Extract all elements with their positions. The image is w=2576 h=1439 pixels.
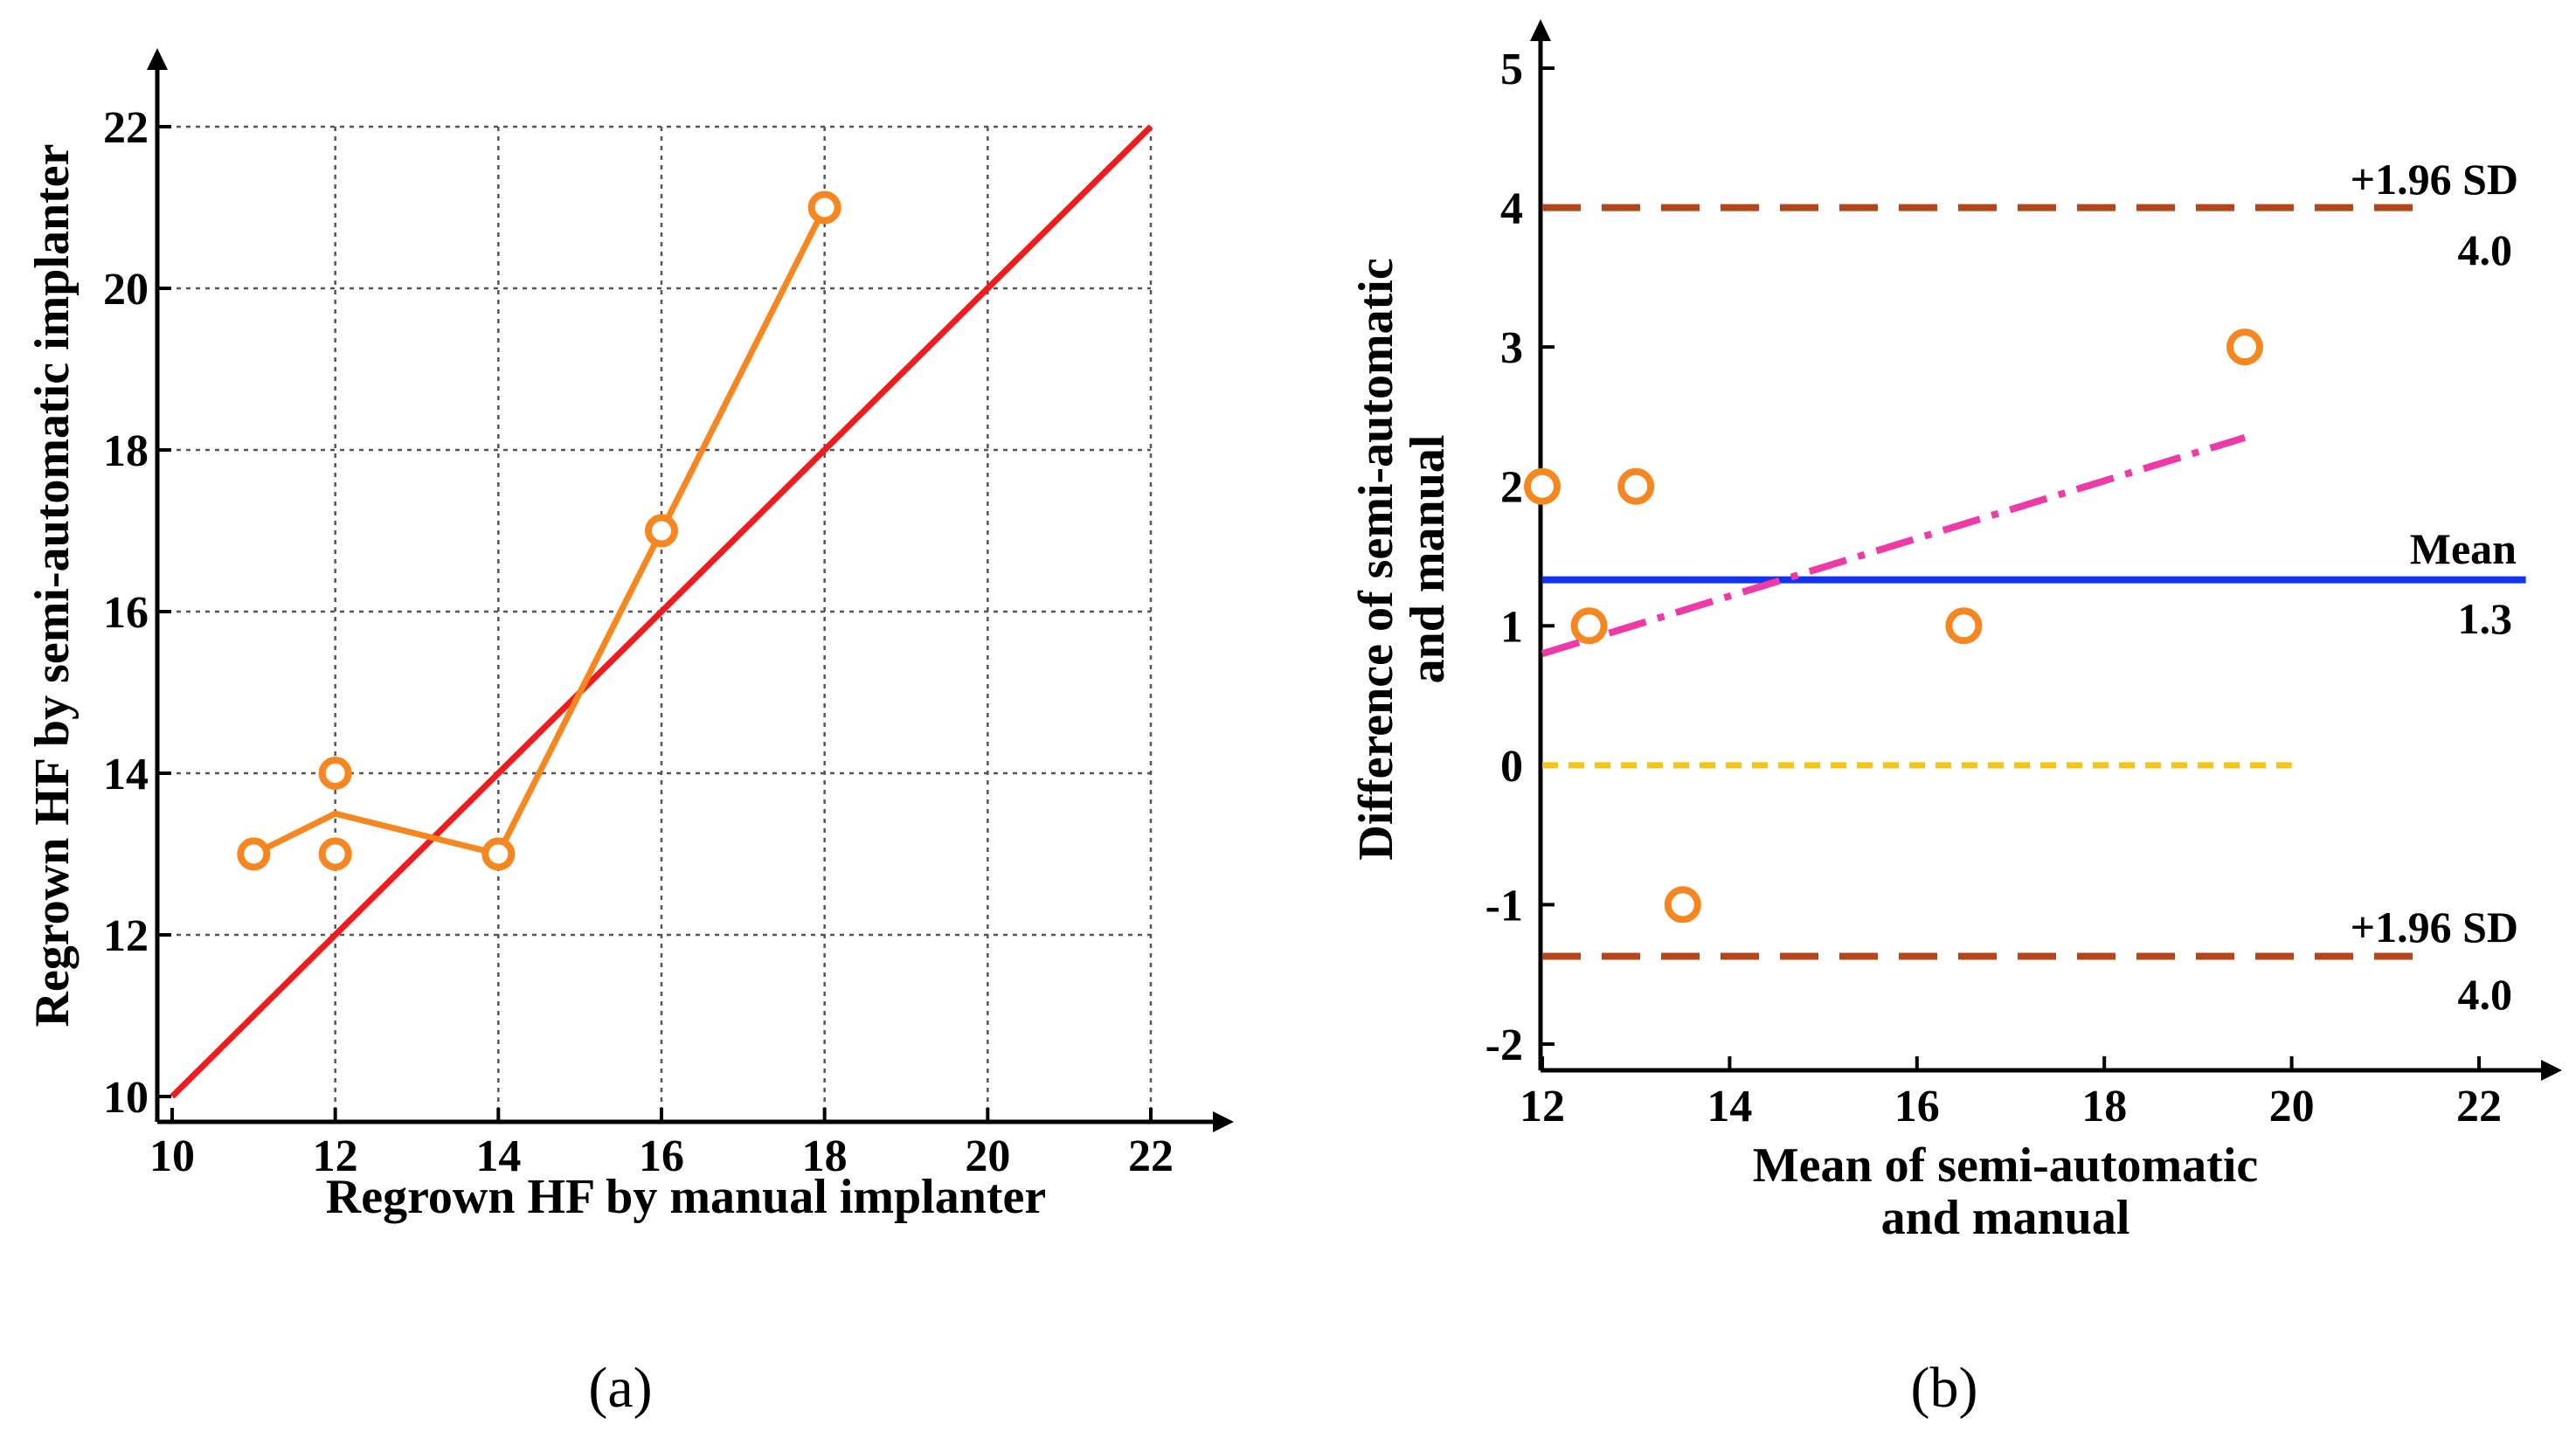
x-tick-label: 12	[313, 1131, 358, 1181]
data-point	[1617, 467, 1655, 505]
y-tick-label: 20	[103, 265, 149, 315]
x-tick-label: 22	[2456, 1082, 2502, 1131]
chart-b-y-axis-label-line2: and manual	[1401, 435, 1455, 684]
chart-b-y-axis-arrow	[1530, 19, 1551, 41]
chart-a-y-ticks: 10 12 14 16 18 20 22	[103, 103, 171, 1123]
y-tick-label: 12	[103, 911, 149, 961]
mean-label: Mean	[2410, 524, 2517, 573]
y-tick-label: 0	[1500, 742, 1523, 792]
chart-a-y-axis-label: Regrown HF by semi-automatic implanter	[25, 144, 80, 1027]
y-tick-label: 4	[1500, 184, 1523, 234]
chart-a-gridlines	[157, 125, 1153, 1122]
trend-line	[1541, 434, 2247, 658]
chart-b-x-axis-label-line1: Mean of semi-automatic	[1753, 1138, 2259, 1193]
mean-value: 1.3	[2458, 594, 2513, 643]
panel-a-label: (a)	[588, 1356, 652, 1420]
y-tick-label: 18	[103, 426, 149, 476]
y-tick-label: -2	[1485, 1020, 1523, 1070]
chart-a: 10 12 14 16 18 20 22 10 12 14 16 18 20 22 Regrown HF…	[25, 48, 1234, 1420]
y-tick-label: -1	[1485, 881, 1523, 931]
data-point	[318, 837, 352, 871]
x-tick-label: 22	[1128, 1131, 1174, 1181]
x-tick-label: 12	[1520, 1082, 1565, 1131]
y-tick-label: 5	[1500, 45, 1523, 94]
x-tick-label: 16	[639, 1131, 684, 1181]
x-tick-label: 20	[2269, 1082, 2315, 1131]
chart-b-points	[1524, 329, 2263, 924]
chart-b-axes	[1530, 19, 2562, 1081]
x-tick-label: 20	[965, 1131, 1010, 1181]
data-point	[1524, 467, 1561, 505]
y-tick-label: 14	[103, 750, 149, 799]
y-tick-label: 3	[1500, 323, 1523, 373]
chart-b-y-ticks: -2 -1 0 1 2 3 4 5	[1485, 45, 1555, 1070]
data-point	[237, 837, 271, 871]
x-tick-label: 16	[1894, 1082, 1940, 1131]
data-point	[645, 514, 678, 548]
x-tick-label: 18	[802, 1131, 848, 1181]
data-point	[481, 837, 516, 871]
chart-a-x-axis-arrow	[1213, 1111, 1234, 1132]
chart-a-y-axis-arrow	[147, 48, 168, 70]
upper-limit-value: 4.0	[2458, 225, 2513, 274]
chart-a-x-axis-label: Regrown HF by manual implanter	[326, 1170, 1046, 1224]
x-tick-label: 14	[1707, 1082, 1752, 1131]
y-tick-label: 10	[103, 1073, 149, 1123]
x-tick-label: 14	[475, 1131, 521, 1181]
x-tick-label: 10	[149, 1131, 195, 1181]
chart-b-x-axis-arrow	[2541, 1060, 2562, 1081]
chart-b-x-axis-label-line2: and manual	[1881, 1191, 2130, 1245]
data-point	[1664, 886, 1701, 924]
chart-b-y-axis-label-line1: Difference of semi-automatic	[1349, 258, 1403, 860]
lower-limit-label: +1.96 SD	[2351, 903, 2518, 951]
data-point	[1945, 607, 1983, 645]
y-tick-label: 1	[1500, 602, 1523, 652]
chart-a-axes	[147, 48, 1234, 1132]
data-point	[2226, 329, 2263, 366]
chart-a-x-ticks: 10 12 14 16 18 20 22	[149, 1108, 1174, 1181]
chart-b-x-ticks: 12 14 16 18 20 22	[1520, 1056, 2502, 1131]
upper-limit-label: +1.96 SD	[2351, 155, 2518, 204]
y-tick-label: 16	[103, 588, 149, 638]
identity-line	[170, 124, 1153, 1099]
chart-a-points	[237, 190, 841, 871]
data-point	[807, 190, 841, 225]
y-tick-label: 22	[103, 103, 149, 153]
data-point	[318, 757, 352, 790]
lower-limit-value: 4.0	[2458, 970, 2513, 1019]
x-tick-label: 18	[2081, 1082, 2127, 1131]
y-tick-label: 2	[1500, 463, 1523, 513]
panel-b-label: (b)	[1911, 1356, 1978, 1420]
data-point	[1570, 607, 1608, 645]
